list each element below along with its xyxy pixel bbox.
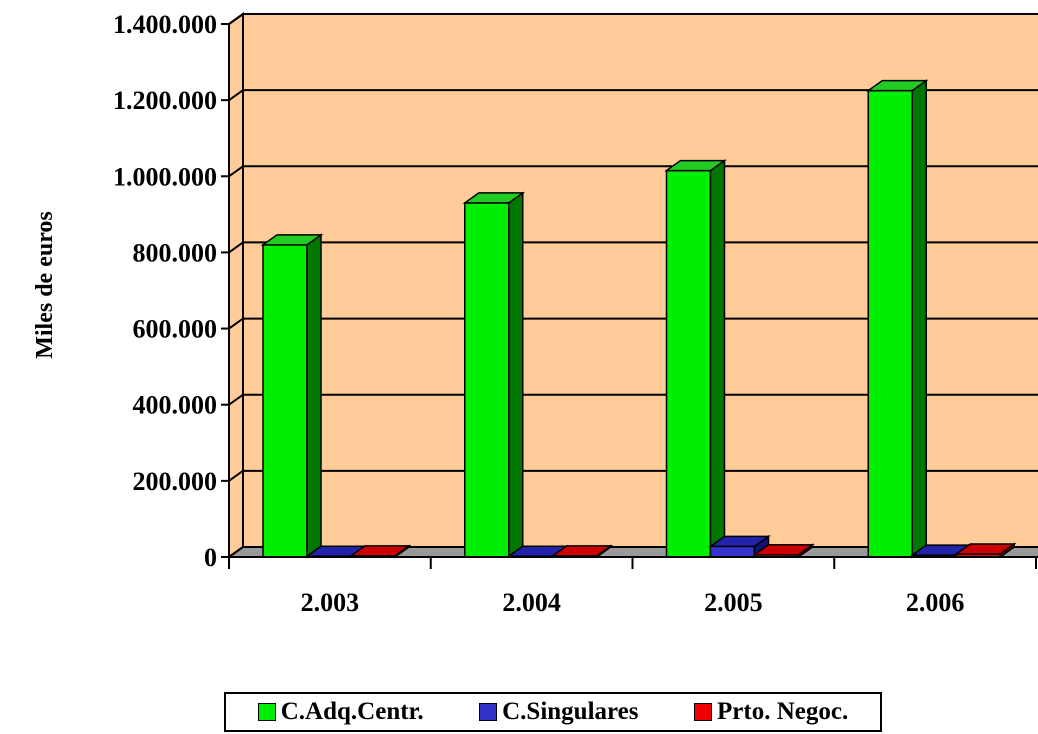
bar-prto-negoc-2006: [953, 542, 1017, 559]
bars: [260, 79, 1017, 559]
legend-swatch-green: [257, 703, 276, 721]
gridline: [228, 469, 1038, 482]
bar-c-adq-centr-2006: [865, 79, 929, 559]
bar-top: [953, 543, 1017, 555]
bar-side: [709, 159, 726, 559]
y-tick-labels: 0 200.000 400.000 600.000 800.000 1.000.000 1.…: [113, 10, 217, 572]
bar-top: [664, 159, 727, 172]
x-tick-label: 2.003: [301, 588, 360, 617]
legend-swatch-red: [694, 703, 713, 721]
bar-front: [709, 545, 756, 558]
bar-front: [867, 89, 913, 558]
bar-c-adq-centr-2005: [664, 159, 727, 559]
legend-item-c-singulares: C.Singulares: [479, 698, 639, 726]
gridline: [228, 13, 1038, 25]
axes: [221, 23, 1038, 569]
bar-chart: 0 200.000 400.000 600.000 800.000 1.000.000 1.…: [32, 10, 1038, 617]
bar-front: [464, 202, 510, 558]
y-axis-title: Miles de euros: [32, 211, 58, 359]
bar-side: [306, 233, 322, 559]
gridline: [228, 165, 1038, 178]
legend: C.Adq.Centr. C.Singulares Prto. Negoc.: [224, 692, 882, 732]
bar-top: [752, 543, 815, 556]
legend-label: C.Adq.Centr.: [280, 698, 424, 725]
x-tick-labels: 2.003 2.004 2.005 2.006: [301, 588, 965, 617]
gridline: [228, 89, 1038, 101]
bar-top: [708, 535, 771, 548]
bar-front: [665, 169, 712, 558]
y-tick-label: 200.000: [133, 467, 218, 496]
bar-top: [550, 545, 614, 557]
gridline: [228, 393, 1038, 406]
gridline: [228, 317, 1038, 330]
y-tick-label: 600.000: [133, 315, 218, 344]
x-tick-label: 2.005: [704, 588, 763, 617]
bar-c-adq-centr-2004: [462, 191, 526, 559]
legend-item-c-adq-centr: C.Adq.Centr.: [257, 698, 424, 726]
x-tick-label: 2.006: [906, 588, 965, 617]
bar-prto-negoc-2005: [752, 543, 815, 559]
bar-top: [865, 79, 929, 92]
y-tick-label: 400.000: [133, 391, 218, 420]
bar-front: [262, 244, 308, 558]
y-tick-label: 800.000: [133, 238, 218, 267]
legend-label: C.Singulares: [502, 698, 639, 725]
legend-item-prto-negoc: Prto. Negoc.: [694, 698, 848, 726]
gridlines: [228, 13, 1038, 482]
bar-top: [462, 192, 526, 204]
bar-top: [260, 234, 324, 246]
y-tick-label: 1.200.000: [113, 86, 217, 115]
x-tick-label: 2.004: [502, 588, 561, 617]
bar-side: [911, 79, 927, 559]
bar-top: [348, 545, 412, 557]
legend-label: Prto. Negoc.: [717, 698, 849, 725]
gridline: [228, 241, 1038, 254]
legend-swatch-blue: [479, 703, 498, 721]
bar-side: [508, 191, 524, 559]
y-tick-label: 1.000.000: [113, 162, 217, 191]
y-tick-label: 1.400.000: [113, 10, 217, 39]
bar-c-adq-centr-2003: [260, 233, 324, 559]
y-tick-label: 0: [204, 543, 217, 572]
